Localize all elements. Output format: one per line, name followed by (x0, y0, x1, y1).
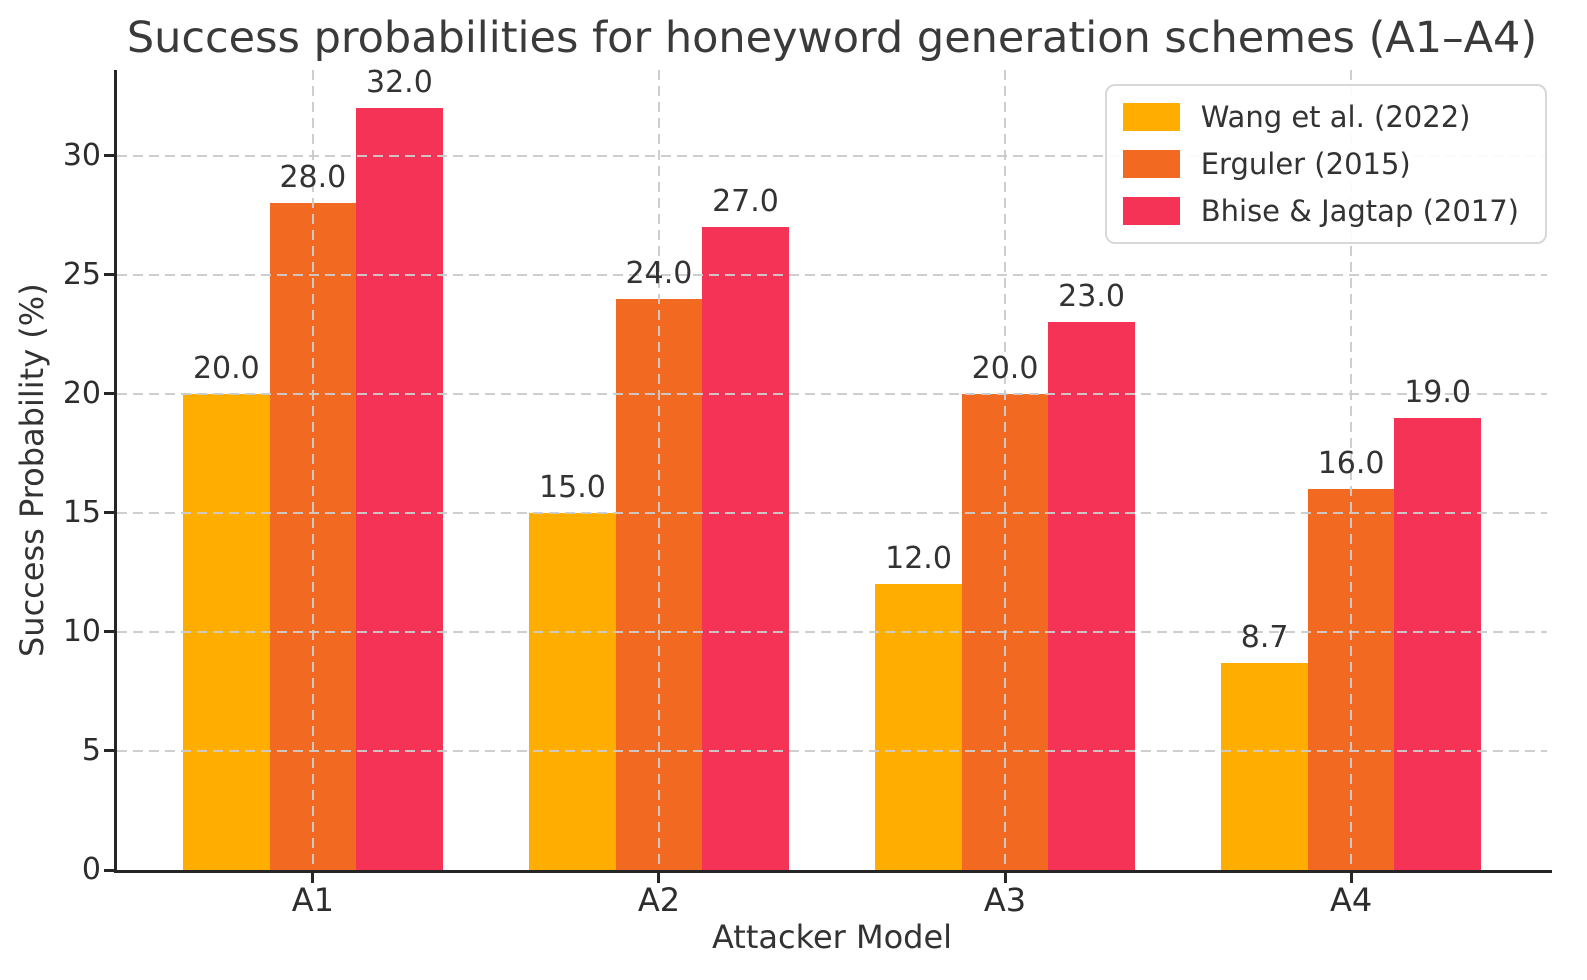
legend-label: Bhise & Jagtap (2017) (1200, 194, 1519, 228)
x-gridline (1350, 70, 1353, 870)
y-tick-label: 15 (62, 494, 101, 530)
x-axis-spine (114, 870, 1552, 873)
bar-value-label: 20.0 (192, 350, 260, 386)
legend-color-swatch (1122, 197, 1180, 225)
y-axis-spine (114, 70, 117, 873)
x-tick-mark (311, 873, 315, 883)
bar-value-label: 16.0 (1317, 446, 1385, 482)
y-gridline (117, 273, 1547, 276)
bar-value-label: 19.0 (1404, 374, 1472, 410)
legend-label: Wang et al. (2022) (1200, 100, 1471, 134)
legend-color-swatch (1122, 103, 1180, 131)
x-tick-label: A2 (637, 881, 681, 919)
y-tick-label: 20 (62, 375, 101, 411)
x-tick-label: A3 (983, 881, 1027, 919)
bar-value-label: 8.7 (1240, 619, 1289, 655)
bar-value-label: 27.0 (712, 184, 779, 220)
y-gridline (117, 392, 1547, 395)
plot-area: 0 5 10 15 20 25 30 A1 20.0 28.0 32.0 A2 15.0 24.0 27.0… (63, 65, 1552, 918)
x-tick-label: A1 (291, 881, 334, 919)
legend-item: Wang et al. (2022) (1122, 100, 1519, 134)
bar (1221, 662, 1308, 870)
y-axis-label: Success Probability (%) (13, 283, 51, 657)
y-tick-label: 5 (81, 732, 101, 768)
bar (1048, 322, 1135, 870)
y-tick-mark (104, 511, 114, 515)
y-tick-label: 30 (62, 137, 101, 173)
legend: Wang et al. (2022) Erguler (2015) Bhise & … (1104, 84, 1547, 244)
bar (875, 584, 962, 870)
bar-value-label: 15.0 (539, 469, 606, 505)
y-tick-mark (104, 630, 114, 634)
bar (702, 227, 789, 870)
x-tick-mark (1349, 873, 1353, 883)
x-tick-mark (657, 873, 661, 883)
bar (356, 108, 443, 870)
y-tick-label: 10 (62, 613, 101, 649)
legend-item: Erguler (2015) (1122, 147, 1519, 181)
legend-item: Bhise & Jagtap (2017) (1122, 194, 1519, 228)
x-gridline (1004, 70, 1007, 870)
y-gridline (117, 511, 1547, 514)
bar (1394, 417, 1481, 870)
y-tick-mark (104, 392, 114, 396)
bar-value-label: 12.0 (885, 541, 952, 577)
y-tick-mark (104, 749, 114, 753)
x-tick-label: A4 (1329, 881, 1373, 919)
bar (529, 512, 616, 870)
y-tick-label: 25 (62, 256, 101, 292)
bar-value-label: 20.0 (971, 350, 1039, 386)
y-gridline (117, 630, 1547, 633)
y-gridline (117, 749, 1547, 752)
chart-title: Success probabilities for honeyword gene… (126, 13, 1538, 63)
legend-color-swatch (1122, 150, 1180, 178)
x-axis-label: Attacker Model (711, 918, 953, 956)
bar-value-label: 32.0 (365, 65, 433, 101)
y-tick-label: 0 (81, 852, 101, 887)
bar-value-label: 23.0 (1058, 279, 1125, 315)
bar-value-label: 24.0 (625, 255, 693, 291)
x-tick-mark (1003, 873, 1007, 883)
x-gridline (657, 70, 660, 870)
y-tick-mark (104, 868, 114, 872)
x-gridline (311, 70, 314, 870)
y-gridline (117, 154, 1547, 157)
bar-value-label: 28.0 (279, 160, 347, 196)
legend-label: Erguler (2015) (1200, 147, 1411, 181)
y-tick-mark (104, 273, 114, 277)
y-tick-mark (104, 154, 114, 158)
